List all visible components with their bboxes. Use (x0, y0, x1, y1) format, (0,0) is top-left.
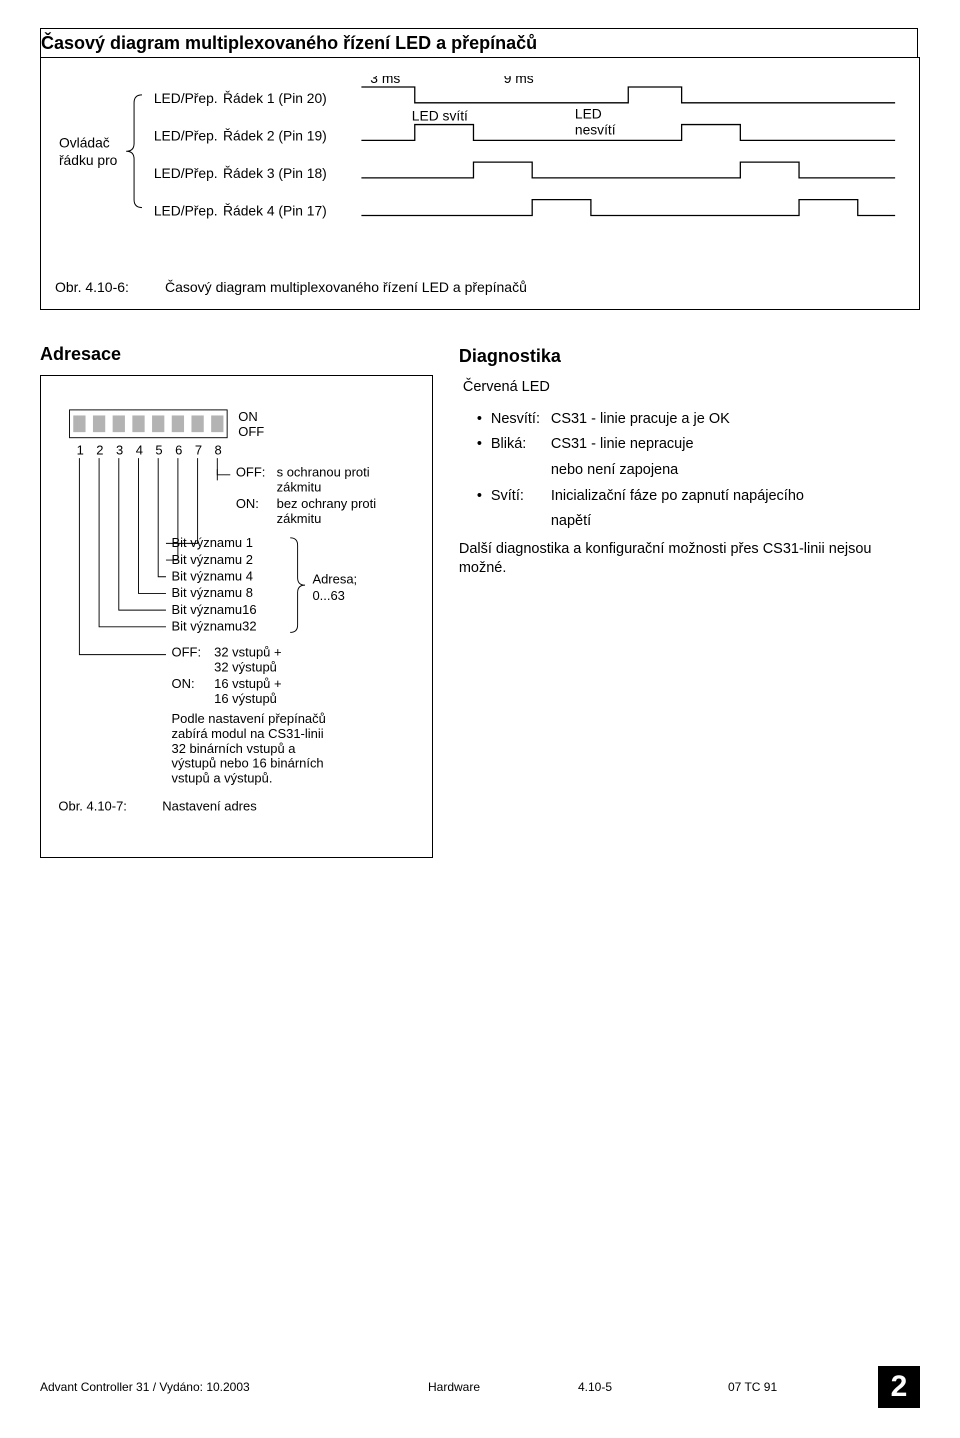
svg-text:32 binárních vstupů a: 32 binárních vstupů a (172, 741, 297, 756)
svg-text:Řádek 3 (Pin 18): Řádek 3 (Pin 18) (223, 165, 327, 181)
svg-text:výstupů nebo 16 binárních: výstupů nebo 16 binárních (172, 756, 324, 771)
adresace-diagram: ONOFF12345678OFF:s ochranou protizákmitu… (51, 386, 422, 838)
timing-diagram: Ovládač řádku pro LED/Přep. Řádek 1 (Pin 20… (55, 76, 905, 266)
svg-text:3: 3 (116, 442, 123, 457)
svg-text:1: 1 (77, 442, 84, 457)
svg-text:Obr. 4.10-7:: Obr. 4.10-7: (58, 798, 127, 813)
page-title: Časový diagram multiplexovaného řízení L… (40, 28, 918, 58)
svg-text:16 výstupů: 16 výstupů (214, 691, 277, 706)
svg-text:3 ms: 3 ms (370, 76, 400, 86)
diagnostika-heading: Diagnostika (459, 344, 920, 368)
fig-caption: Časový diagram multiplexovaného řízení L… (165, 279, 527, 295)
svg-text:Ovládač: Ovládač (59, 134, 110, 150)
footer-mid3: 07 TC 91 (728, 1380, 878, 1394)
svg-text:ON:: ON: (172, 676, 195, 691)
svg-text:zabírá modul na CS31-linii: zabírá modul na CS31-linii (172, 726, 324, 741)
svg-text:LED/Přep.: LED/Přep. (154, 202, 218, 218)
footer-mid2: 4.10-5 (578, 1380, 728, 1394)
svg-text:LED/Přep.: LED/Přep. (154, 127, 218, 143)
svg-text:7: 7 (195, 442, 202, 457)
svg-text:OFF:: OFF: (172, 645, 202, 660)
svg-text:LED/Přep.: LED/Přep. (154, 165, 218, 181)
svg-text:OFF:: OFF: (236, 465, 266, 480)
svg-text:Řádek 2 (Pin 19): Řádek 2 (Pin 19) (223, 127, 327, 143)
svg-text:9 ms: 9 ms (504, 76, 534, 86)
svg-text:5: 5 (155, 442, 162, 457)
footer-left: Advant Controller 31 / Vydáno: 10.2003 (40, 1380, 428, 1394)
svg-text:Bit významu 4: Bit významu 4 (172, 568, 253, 583)
diag-item: •Bliká:CS31 - linie nepracuje (459, 435, 920, 455)
svg-text:řádku pro: řádku pro (59, 152, 118, 168)
svg-text:zákmitu: zákmitu (277, 479, 322, 494)
footer-mid1: Hardware (428, 1380, 578, 1394)
svg-text:LED svítí: LED svítí (412, 108, 468, 124)
diagnostika-sub: Červená LED (463, 378, 920, 398)
timing-diagram-box: Ovládač řádku pro LED/Přep. Řádek 1 (Pin 20… (40, 57, 920, 310)
diagnostika-footer: Další diagnostika a konfigurační možnost… (459, 540, 920, 579)
fig-label: Obr. 4.10-6: (55, 279, 165, 295)
adresace-box: ONOFF12345678OFF:s ochranou protizákmitu… (40, 375, 433, 858)
svg-text:4: 4 (136, 442, 143, 457)
svg-text:zákmitu: zákmitu (277, 511, 322, 526)
diagnostika-list: •Nesvítí:CS31 - linie pracuje a je OK •Bl… (459, 410, 920, 532)
page-footer: Advant Controller 31 / Vydáno: 10.2003 H… (40, 1366, 920, 1408)
svg-text:8: 8 (215, 442, 222, 457)
svg-text:s ochranou proti: s ochranou proti (277, 465, 370, 480)
svg-text:Bit významu16: Bit významu16 (172, 602, 257, 617)
svg-text:OFF: OFF (238, 424, 264, 439)
svg-text:16 vstupů +: 16 vstupů + (214, 676, 281, 691)
svg-text:Řádek 4 (Pin 17): Řádek 4 (Pin 17) (223, 202, 327, 218)
svg-text:Adresa;: Adresa; (312, 571, 357, 586)
svg-text:ON:: ON: (236, 496, 259, 511)
diag-item: nebo není zapojena (459, 461, 920, 481)
adresace-heading: Adresace (40, 344, 433, 365)
svg-text:LED: LED (575, 106, 602, 122)
footer-chapter-box: 2 (878, 1366, 920, 1408)
svg-text:bez ochrany proti: bez ochrany proti (277, 496, 376, 511)
svg-text:2: 2 (96, 442, 103, 457)
svg-text:vstupů a výstupů.: vstupů a výstupů. (172, 771, 273, 786)
svg-text:Bit významu 2: Bit významu 2 (172, 552, 253, 567)
svg-text:Nastavení adres: Nastavení adres (162, 798, 257, 813)
svg-text:Podle nastavení přepínačů: Podle nastavení přepínačů (172, 711, 326, 726)
diag-item: napětí (459, 512, 920, 532)
svg-text:Bit významu 8: Bit významu 8 (172, 585, 253, 600)
svg-text:nesvítí: nesvítí (575, 121, 616, 137)
svg-text:0...63: 0...63 (312, 588, 344, 603)
svg-text:ON: ON (238, 409, 257, 424)
diag-item: •Svítí:Inicializační fáze po zapnutí nap… (459, 487, 920, 507)
svg-text:LED/Přep.: LED/Přep. (154, 90, 218, 106)
svg-text:32 vstupů +: 32 vstupů + (214, 645, 281, 660)
svg-text:6: 6 (175, 442, 182, 457)
svg-text:32 výstupů: 32 výstupů (214, 659, 277, 674)
svg-text:Řádek 1 (Pin 20): Řádek 1 (Pin 20) (223, 90, 327, 106)
svg-text:Bit významu32: Bit významu32 (172, 619, 257, 634)
diag-item: •Nesvítí:CS31 - linie pracuje a je OK (459, 410, 920, 430)
svg-text:Bit významu 1: Bit významu 1 (172, 535, 253, 550)
